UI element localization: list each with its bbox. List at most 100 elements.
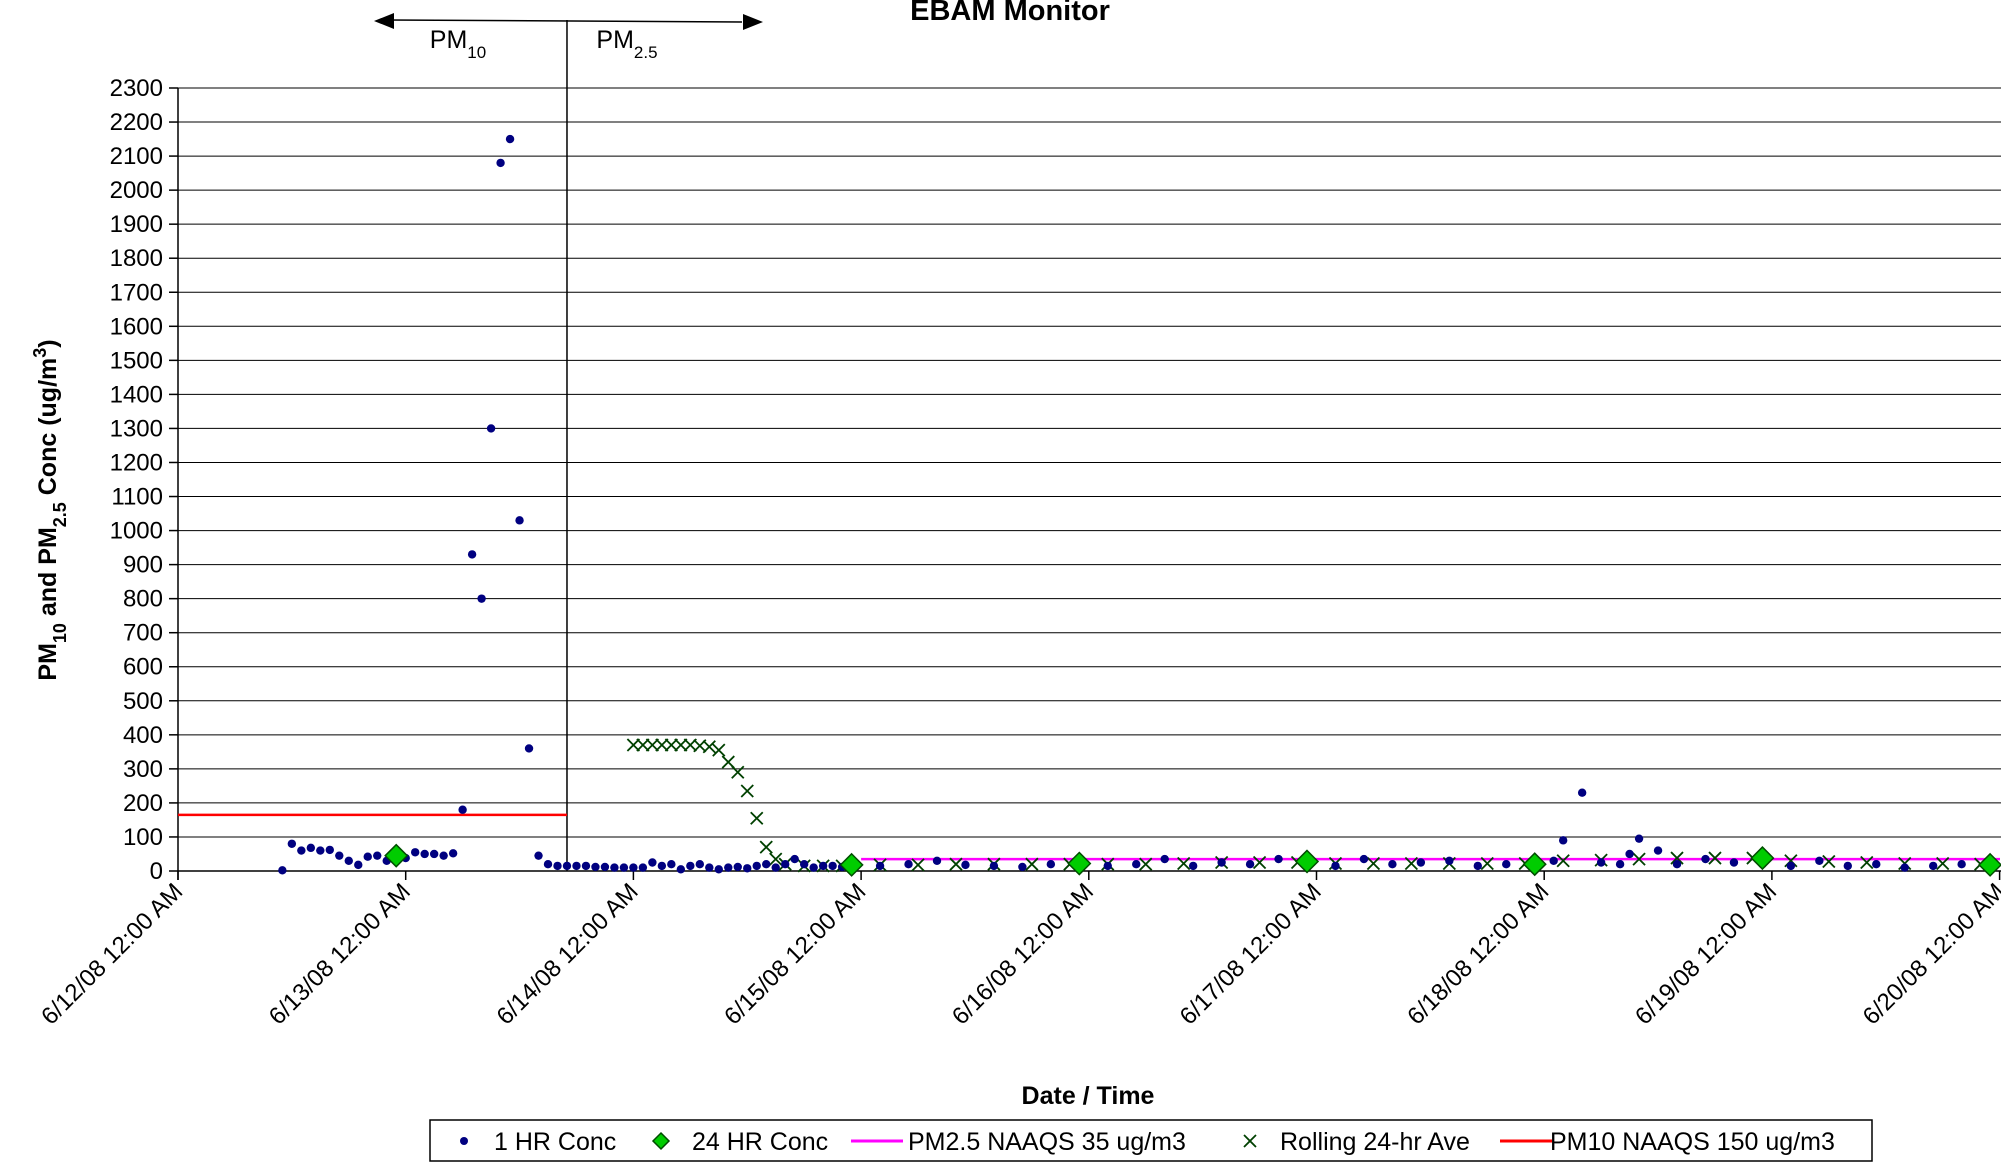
y-tick-label: 1900 (110, 211, 163, 238)
data-point (1549, 856, 1558, 865)
pm-arrow-line (387, 19, 743, 23)
data-point (600, 862, 610, 872)
data-point (1294, 849, 1320, 874)
y-tick-label: 300 (123, 756, 163, 783)
data-point (363, 852, 372, 861)
data-point (752, 861, 761, 871)
x-tick-label: 6/19/08 12:00 AM (1630, 878, 1782, 1030)
x-tick-label: 6/14/08 12:00 AM (492, 878, 644, 1030)
data-point (743, 864, 752, 873)
axes (177, 88, 2001, 880)
data-point (733, 862, 742, 872)
data-point (477, 594, 486, 603)
y-tick-label: 400 (123, 722, 163, 749)
data-point (674, 738, 688, 752)
x-tick-label: 6/13/08 12:00 AM (264, 878, 416, 1030)
data-point (1160, 854, 1169, 864)
data-point (1957, 859, 1966, 869)
legend-item: Rolling 24-hr Ave (1243, 1128, 1470, 1156)
data-point (1822, 854, 1836, 869)
y-tick-label: 0 (150, 858, 163, 885)
data-point (1274, 854, 1283, 864)
data-point (714, 865, 723, 874)
data-point (1217, 858, 1226, 867)
data-point (297, 846, 306, 855)
data-point (1139, 857, 1153, 871)
y-tick-label: 500 (123, 688, 163, 715)
legend-items: 1 HR Conc 24 HR Conc PM2.5 NAAQS 35 ug/m3 R… (460, 1128, 1835, 1156)
data-point (724, 863, 733, 872)
data-point (686, 861, 695, 871)
right-arrow-head (743, 14, 763, 30)
data-point (1632, 852, 1646, 866)
y-title-part3: Conc (ug/m (34, 358, 62, 502)
series-1-hr-conc (278, 134, 1995, 875)
left-arrow-head (374, 13, 394, 29)
data-point (750, 811, 764, 825)
data-point (1625, 849, 1634, 859)
data-point (581, 861, 591, 871)
data-point (705, 863, 714, 872)
data-point (1672, 859, 1682, 869)
data-point (1615, 859, 1625, 869)
data-point (648, 858, 657, 867)
data-point (448, 849, 458, 858)
data-point (1928, 861, 1938, 871)
y-axis-title: PM10 and PM2.5 Conc (ug/m3) (30, 339, 70, 680)
legend-label: 24 HR Conc (692, 1128, 828, 1156)
data-point (486, 424, 496, 433)
data-point (1177, 856, 1191, 871)
data-point (781, 859, 790, 869)
chart-title: EBAM Monitor (910, 0, 1110, 27)
data-point (1596, 858, 1606, 867)
data-point (410, 848, 420, 857)
data-point (287, 839, 297, 848)
x-tick-label: 6/12/08 12:00 AM (36, 878, 188, 1030)
data-point (655, 738, 669, 752)
data-point (354, 860, 363, 870)
legend-swatch (1243, 1134, 1257, 1148)
legend: 1 HR Conc 24 HR Conc PM2.5 NAAQS 35 ug/m3 R… (429, 1119, 1873, 1162)
data-point (1480, 856, 1494, 871)
data-point (629, 863, 638, 872)
data-point (1815, 856, 1824, 865)
legend-item: 1 HR Conc (460, 1128, 616, 1156)
data-point (1067, 851, 1092, 876)
data-point (712, 743, 726, 757)
grid (178, 87, 2001, 872)
pm-annotation: PM10 PM2.5 (374, 13, 763, 871)
x-axis-ticks: 6/12/08 12:00 AM 6/13/08 12:00 AM 6/14/08 … (36, 871, 2001, 1030)
data-point (702, 740, 716, 754)
data-point (515, 516, 524, 525)
data-point (1445, 856, 1454, 865)
data-point (373, 851, 382, 860)
y-tick-label: 2100 (110, 143, 163, 170)
data-point (638, 863, 648, 872)
data-point (1843, 861, 1853, 871)
data-point (1018, 862, 1027, 872)
data-point (1404, 856, 1419, 871)
data-point (467, 550, 477, 559)
data-point (911, 858, 925, 872)
data-point (932, 856, 942, 865)
x-tick-label: 6/18/08 12:00 AM (1402, 878, 1554, 1030)
y-title-part1: PM (34, 643, 62, 681)
data-point (1473, 861, 1482, 871)
y-tick-label: 1300 (110, 415, 163, 442)
data-point (610, 863, 619, 872)
y-tick-label: 1500 (110, 347, 163, 374)
data-point (553, 861, 562, 871)
data-point (278, 866, 287, 875)
legend-item: PM2.5 NAAQS 35 ug/m3 (851, 1128, 1186, 1156)
x-axis-title: Date / Time (1022, 1082, 1155, 1110)
data-point (1388, 859, 1397, 869)
data-point (731, 765, 745, 779)
x-tick-label: 6/15/08 12:00 AM (719, 878, 871, 1030)
y-tick-label: 1600 (110, 313, 163, 340)
data-point (828, 861, 837, 871)
data-point (1245, 859, 1255, 869)
legend-label: PM2.5 NAAQS 35 ug/m3 (908, 1128, 1186, 1156)
y-tick-label: 600 (123, 654, 163, 681)
data-point (439, 851, 448, 860)
